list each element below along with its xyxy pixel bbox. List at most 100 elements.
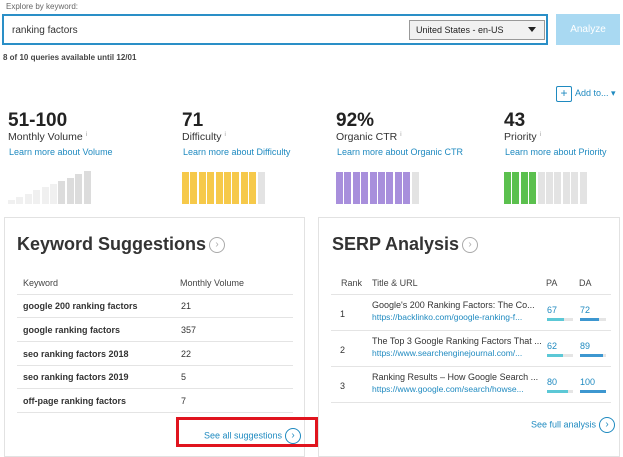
pa-bar: [547, 318, 565, 321]
info-icon[interactable]: i: [400, 131, 402, 138]
see-full-link[interactable]: See full analysis ›: [531, 417, 616, 433]
indicator-bar: [403, 172, 411, 204]
locale-dropdown[interactable]: United States - en-US: [409, 20, 545, 40]
column-header: DA: [579, 278, 592, 288]
footer-text: See all suggestions: [204, 430, 283, 441]
indicator-bar: [215, 172, 223, 204]
metric-link[interactable]: Learn more about Difficulty: [183, 147, 291, 157]
indicator-bar: [369, 172, 377, 204]
metric-value: 92%: [336, 110, 375, 131]
footer-text: See full analysis: [531, 419, 597, 430]
quota-text: 8 of 10 queries available until 12/01: [3, 53, 137, 62]
search-label: Explore by keyword:: [6, 2, 79, 11]
add-icon[interactable]: +: [556, 86, 572, 102]
metric-name: Monthly Volume i: [8, 131, 87, 143]
indicator-bar: [361, 172, 369, 204]
indicator-bar: [41, 187, 49, 204]
indicator-bar: [198, 172, 206, 204]
see-all-link[interactable]: See all suggestions ›: [204, 428, 302, 444]
keyword-cell[interactable]: google ranking factors: [23, 324, 121, 335]
add-to-text: Add to...: [575, 88, 609, 98]
row-sep: [17, 412, 293, 414]
card-title: SERP Analysis ›: [332, 234, 479, 255]
indicator-bar: [411, 172, 419, 204]
result-url[interactable]: https://www.google.com/search/howse...: [372, 384, 524, 394]
volume-cell: 357: [181, 324, 197, 335]
result-url[interactable]: https://www.searchenginejournal.com/...: [372, 348, 523, 358]
indicator-bar: [512, 172, 520, 204]
metric-name: Priority i: [504, 131, 541, 143]
metric-value: 71: [182, 110, 204, 131]
metric-value: 51-100: [8, 110, 68, 131]
pa-bar: [547, 390, 568, 393]
metric-name-text: Monthly Volume: [8, 131, 83, 143]
indicator-bar: [571, 172, 579, 204]
metric-name-text: Organic CTR: [336, 131, 398, 143]
da-value: 100: [580, 377, 596, 387]
keyword-cell[interactable]: google 200 ranking factors: [23, 301, 138, 311]
metric-link[interactable]: Learn more about Priority: [505, 147, 607, 157]
indicator-bar: [182, 172, 189, 204]
volume-cell: 7: [181, 396, 187, 407]
card-title: Keyword Suggestions ›: [17, 234, 226, 255]
metric-link[interactable]: Learn more about Volume: [9, 147, 113, 157]
add-to-link[interactable]: Add to... ▾: [575, 88, 616, 98]
column-header: Rank: [341, 278, 363, 288]
indicator-bar: [554, 172, 562, 204]
keyword-cell[interactable]: off-page ranking factors: [23, 396, 127, 407]
pa-value: 67: [547, 305, 558, 315]
rank-cell: 1: [340, 309, 346, 319]
indicator-bar: [336, 172, 343, 204]
row-sep: [17, 317, 293, 318]
da-bar: [580, 318, 599, 321]
volume-cell: 22: [181, 348, 192, 359]
indicator-bar: [24, 193, 32, 204]
indicator-bar: [257, 172, 265, 204]
row-sep: [331, 366, 611, 367]
analyze-button[interactable]: Analyze: [556, 14, 620, 45]
result-title: Ranking Results – How Google Search ...: [372, 372, 539, 382]
volume-cell: 5: [181, 372, 187, 383]
metric-name: Difficulty i: [182, 131, 226, 143]
row-sep: [17, 340, 293, 342]
indicator-bar: [344, 172, 352, 204]
da-bar: [580, 354, 604, 357]
info-icon[interactable]: i: [539, 131, 542, 138]
title-text: SERP Analysis: [332, 234, 460, 254]
result-url[interactable]: https://backlinko.com/google-ranking-f..…: [372, 312, 523, 322]
indicator-bar: [504, 172, 511, 204]
da-value: 72: [580, 305, 591, 315]
metric-link[interactable]: Learn more about Organic CTR: [337, 147, 464, 157]
indicator-bar: [386, 172, 394, 204]
metric-name: Organic CTR i: [336, 131, 402, 143]
indicator-bar: [33, 190, 41, 204]
keyword-cell[interactable]: seo ranking factors 2018: [23, 348, 129, 359]
search-query: ranking factors: [12, 25, 78, 36]
info-icon[interactable]: i: [85, 131, 88, 138]
header-sep: [331, 294, 611, 295]
dropdown-caret: [528, 27, 536, 32]
info-icon[interactable]: i: [224, 131, 226, 138]
rank-cell: 2: [340, 345, 346, 355]
indicator-bar: [240, 172, 248, 204]
rank-cell: 3: [340, 381, 346, 391]
da-value: 89: [580, 341, 591, 351]
pa-value: 62: [547, 341, 558, 351]
metric-name-text: Difficulty: [182, 131, 222, 143]
keyword-cell[interactable]: seo ranking factors 2019: [23, 372, 129, 383]
indicator-bar: [50, 184, 57, 204]
indicator-bar: [352, 172, 360, 204]
result-title: The Top 3 Google Ranking Factors That ..…: [372, 336, 542, 346]
result-title: Google's 200 Ranking Factors: The Co...: [372, 300, 535, 310]
locale-text: United States - en-US: [416, 25, 504, 35]
indicator-bar: [529, 172, 537, 204]
column-header: Keyword: [23, 278, 59, 288]
row-sep: [17, 388, 293, 390]
search-input[interactable]: ranking factors United States - en-US: [2, 14, 548, 45]
indicator-bar: [579, 172, 587, 204]
indicator-bar: [378, 172, 385, 204]
volume-cell: 21: [181, 301, 192, 311]
indicator-bar: [224, 172, 231, 204]
metric-name-text: Priority: [504, 131, 537, 143]
